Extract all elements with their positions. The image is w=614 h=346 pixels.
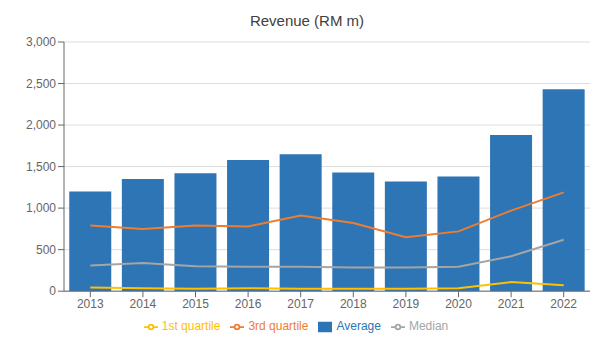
svg-text:2020: 2020 bbox=[445, 297, 472, 311]
svg-text:2014: 2014 bbox=[130, 297, 157, 311]
svg-text:2022: 2022 bbox=[550, 297, 577, 311]
html-text:Average: Average bbox=[336, 319, 381, 334]
svg-text:2017: 2017 bbox=[287, 297, 314, 311]
svg-text:2,500: 2,500 bbox=[26, 77, 56, 91]
svg-text:3,000: 3,000 bbox=[26, 35, 56, 49]
svg-text:2013: 2013 bbox=[77, 297, 104, 311]
svg-text:1,500: 1,500 bbox=[26, 160, 56, 174]
html-text:Revenue (RM m): Revenue (RM m) bbox=[249, 12, 365, 29]
svg-text:2,000: 2,000 bbox=[26, 118, 56, 132]
svg-text:500: 500 bbox=[36, 243, 56, 257]
html-text:3rd quartile: 3rd quartile bbox=[248, 319, 309, 334]
svg-text:2018: 2018 bbox=[340, 297, 367, 311]
html-text:1st quartile: 1st quartile bbox=[161, 319, 221, 334]
svg-text:2021: 2021 bbox=[498, 297, 525, 311]
html-text:Median: Median bbox=[408, 319, 449, 334]
svg-text:2016: 2016 bbox=[235, 297, 262, 311]
svg-text:2015: 2015 bbox=[182, 297, 209, 311]
svg-text:0: 0 bbox=[49, 284, 56, 298]
svg-text:2019: 2019 bbox=[393, 297, 420, 311]
svg-text:1,000: 1,000 bbox=[26, 201, 56, 215]
